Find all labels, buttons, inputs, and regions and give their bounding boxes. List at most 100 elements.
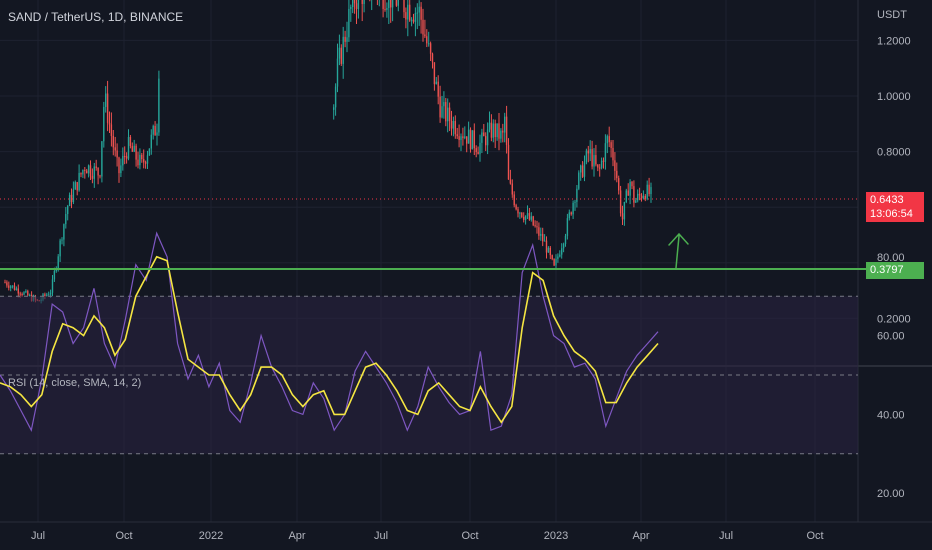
candle-body: [150, 134, 152, 149]
x-tick-label: 2022: [199, 530, 223, 542]
candle-body: [384, 8, 386, 10]
candle-body: [106, 93, 109, 123]
candle-body: [156, 132, 158, 136]
candle-body: [568, 212, 570, 219]
candle-body: [27, 291, 29, 296]
candle-body: [97, 167, 99, 176]
candle-body: [363, 0, 365, 4]
candle-body: [443, 102, 445, 107]
candle-body: [346, 37, 348, 42]
candle-body: [462, 136, 464, 139]
candle-body: [593, 155, 595, 167]
rsi-tick-label: 60.00: [877, 331, 905, 343]
candle-body: [650, 187, 652, 195]
candle-body: [390, 0, 392, 8]
candle-body: [84, 170, 86, 172]
candle-body: [496, 123, 498, 138]
candle-body: [599, 167, 601, 169]
candle-body: [583, 162, 586, 177]
rsi-band-layer: [0, 295, 858, 455]
candle-body: [420, 6, 422, 20]
chart-title: SAND / TetherUS, 1D, BINANCE: [8, 10, 184, 24]
candle-body: [561, 248, 563, 255]
candle-body: [469, 129, 472, 150]
candle-body: [623, 202, 626, 220]
candle-body: [124, 155, 126, 157]
candle-body: [618, 178, 620, 191]
up-arrow-icon: [668, 232, 689, 269]
candle-body: [466, 136, 468, 144]
candle-body: [492, 123, 494, 138]
candle-body: [143, 159, 145, 163]
candle-body: [4, 282, 6, 284]
candle-body: [412, 19, 415, 22]
candle-body: [110, 124, 113, 136]
candle-body: [542, 233, 544, 242]
candle-body: [448, 107, 451, 121]
candle-body: [526, 213, 529, 216]
candle-body: [559, 254, 561, 257]
candle-body: [557, 256, 559, 259]
candle-body: [25, 291, 27, 293]
candle-body: [6, 282, 8, 286]
candle-body: [15, 288, 18, 290]
candle-body: [333, 107, 335, 110]
candle-body: [555, 258, 557, 266]
candle-body: [477, 151, 479, 155]
candle-body: [562, 243, 565, 249]
candle-body: [521, 212, 523, 217]
candle-body: [602, 160, 605, 162]
candle-body: [505, 116, 508, 145]
candle-body: [10, 286, 12, 288]
candle-body: [540, 233, 542, 236]
candle-body: [604, 143, 607, 162]
candle-body: [648, 184, 650, 195]
candle-body: [500, 130, 502, 139]
candle-body: [89, 165, 92, 176]
x-tick-label: Jul: [719, 530, 733, 542]
candle-body: [76, 182, 78, 191]
candle-body: [122, 155, 124, 166]
candle-body: [410, 19, 413, 21]
candle-body: [486, 129, 489, 146]
candle-body: [141, 154, 143, 160]
candle-body: [139, 154, 141, 166]
candle-body: [63, 224, 65, 240]
candle-body: [612, 147, 614, 161]
candle-body: [116, 150, 118, 158]
candle-body: [120, 165, 122, 174]
price-tick-label: 1.0000: [877, 91, 911, 103]
candle-body: [471, 130, 474, 150]
candle-body: [361, 0, 363, 4]
candle-body: [619, 190, 622, 214]
candle-body: [519, 212, 521, 214]
candle-body: [458, 136, 460, 141]
candle-body: [551, 255, 553, 260]
candle-body: [68, 194, 71, 206]
candle-body: [460, 136, 462, 141]
candle-body: [87, 165, 90, 174]
candle-body: [608, 136, 610, 143]
candle-body: [572, 202, 574, 215]
candle-body: [543, 240, 546, 242]
candle-body: [616, 170, 618, 179]
candle-body: [507, 144, 510, 180]
candle-body: [418, 6, 420, 13]
candle-body: [589, 149, 591, 154]
candle-body: [640, 195, 643, 199]
x-tick-label: Oct: [461, 530, 478, 542]
candle-body: [517, 209, 519, 214]
candle-body: [536, 226, 538, 228]
candle-body: [409, 4, 411, 21]
candle-body: [46, 294, 48, 296]
candle-body: [8, 285, 10, 288]
candle-body: [133, 145, 135, 152]
candle-body: [483, 132, 485, 137]
candle-body: [348, 8, 350, 38]
candle-body: [437, 81, 439, 97]
candle-body: [29, 294, 31, 296]
candle-body: [403, 0, 405, 13]
x-tick-label: Apr: [288, 530, 305, 542]
candle-body: [509, 179, 512, 184]
